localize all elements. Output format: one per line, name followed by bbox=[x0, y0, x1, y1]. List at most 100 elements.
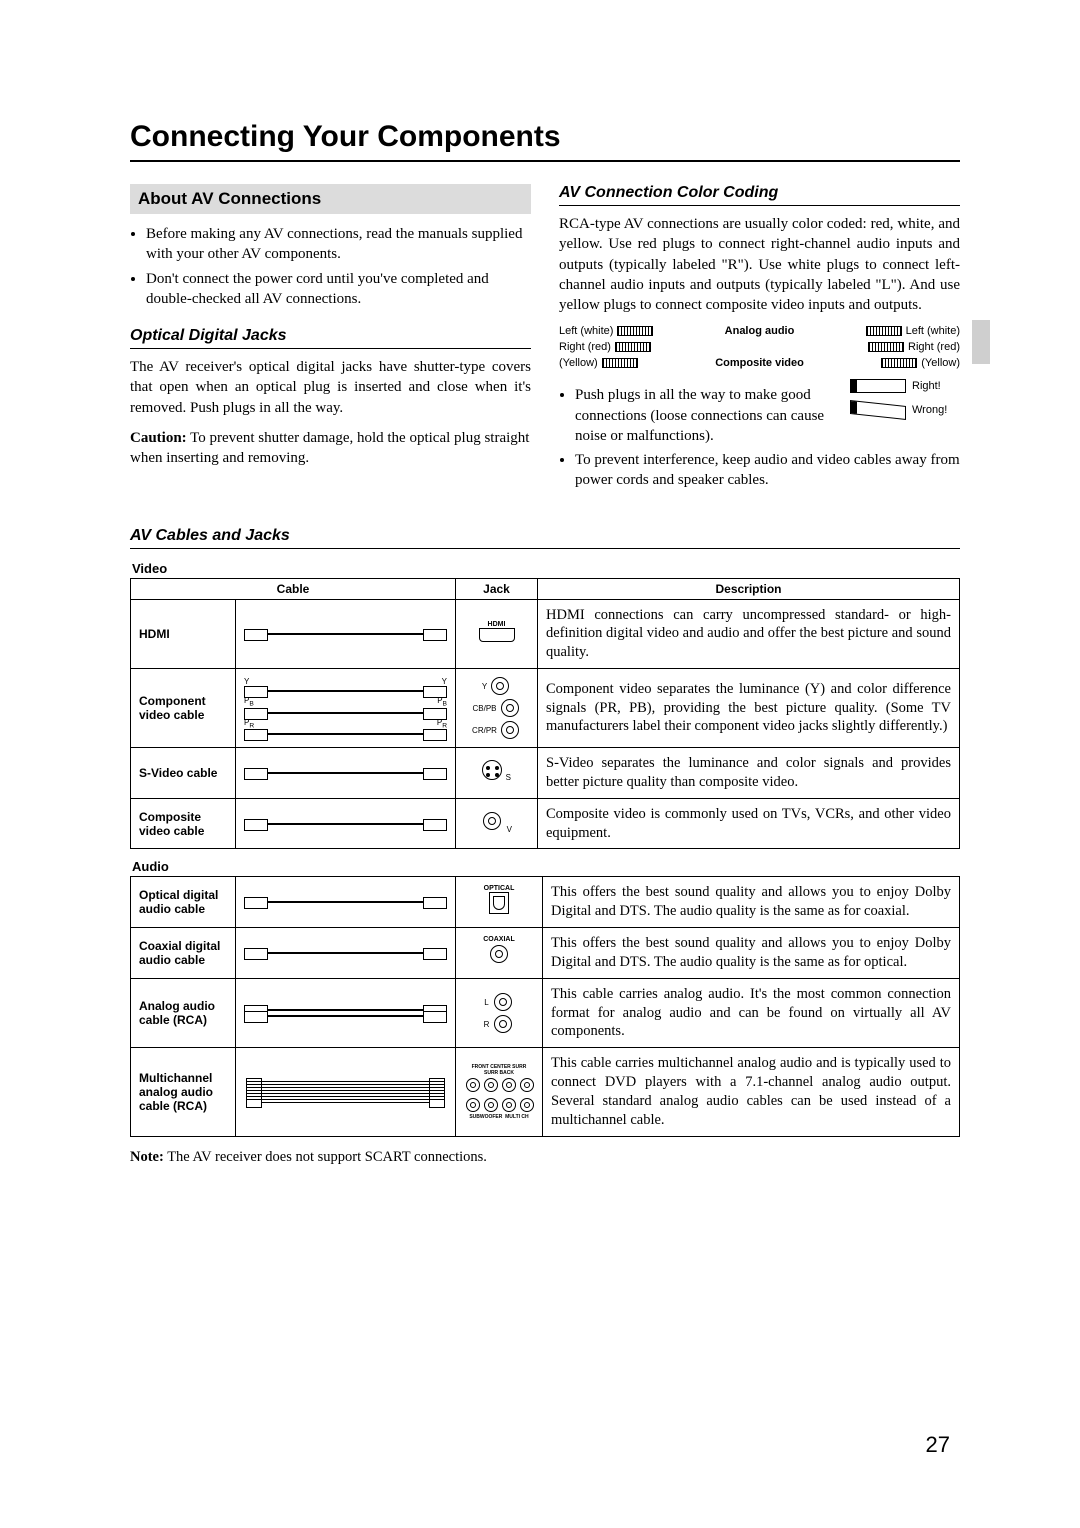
row-name: Multichannel analog audio cable (RCA) bbox=[131, 1048, 236, 1136]
plug-icon bbox=[617, 326, 653, 336]
plug-icon bbox=[881, 358, 917, 368]
colorcoding-bullet: To prevent interference, keep audio and … bbox=[575, 450, 960, 491]
about-bullets: Before making any AV connections, read t… bbox=[130, 224, 531, 309]
two-column-layout: About AV Connections Before making any A… bbox=[130, 184, 960, 501]
right-column: AV Connection Color Coding RCA-type AV c… bbox=[559, 184, 960, 501]
audio-table: Optical digital audio cable OPTICAL This… bbox=[130, 876, 960, 1136]
left-column: About AV Connections Before making any A… bbox=[130, 184, 531, 501]
table-row: Analog audio cable (RCA) L R This cable … bbox=[131, 978, 960, 1048]
table-row: Multichannel analog audio cable (RCA) FR… bbox=[131, 1048, 960, 1136]
page-content: Connecting Your Components About AV Conn… bbox=[0, 0, 1080, 1166]
caution-label: Caution: bbox=[130, 430, 187, 446]
diag-left-white: Left (white) bbox=[906, 325, 960, 337]
row-desc: HDMI connections can carry uncompressed … bbox=[538, 599, 960, 669]
cable-illustration bbox=[236, 599, 456, 669]
rca-jack-icon bbox=[491, 677, 509, 695]
cable-illustration bbox=[236, 798, 456, 849]
col-cable: Cable bbox=[131, 578, 456, 599]
plug-icon bbox=[866, 326, 902, 336]
table-row: Component video cable YY PBPB PRPR Y CB/… bbox=[131, 669, 960, 748]
optical-body: The AV receiver's optical digital jacks … bbox=[130, 357, 531, 418]
note-body: The AV receiver does not support SCART c… bbox=[164, 1149, 487, 1165]
table-row: Optical digital audio cable OPTICAL This… bbox=[131, 877, 960, 928]
colorcoding-diagram: Left (white) Analog audio Left (white) R… bbox=[559, 325, 960, 369]
table-header-row: Cable Jack Description bbox=[131, 578, 960, 599]
jack-illustration: S bbox=[456, 748, 538, 799]
row-desc: Composite video is commonly used on TVs,… bbox=[538, 798, 960, 849]
page-title: Connecting Your Components bbox=[130, 120, 960, 162]
multichannel-jacks-icon bbox=[464, 1076, 534, 1114]
diag-right-red: Right (red) bbox=[908, 341, 960, 353]
cable-illustration bbox=[236, 978, 456, 1048]
rca-jack-icon bbox=[501, 699, 519, 717]
jack-illustration: V bbox=[456, 798, 538, 849]
plug-icon bbox=[615, 342, 651, 352]
jack-illustration: Y CB/PB CR/PR bbox=[456, 669, 538, 748]
cable-illustration bbox=[236, 928, 456, 979]
rca-jack-icon bbox=[494, 993, 512, 1011]
optical-jack-icon bbox=[489, 892, 509, 914]
jack-illustration: HDMI bbox=[456, 599, 538, 669]
optical-heading: Optical Digital Jacks bbox=[130, 327, 531, 349]
row-name: S-Video cable bbox=[131, 748, 236, 799]
row-desc: This offers the best sound quality and a… bbox=[543, 928, 960, 979]
diag-composite-label: Composite video bbox=[642, 357, 878, 369]
row-desc: S-Video separates the luminance and colo… bbox=[538, 748, 960, 799]
row-name: Analog audio cable (RCA) bbox=[131, 978, 236, 1048]
row-desc: This cable carries multichannel analog a… bbox=[543, 1048, 960, 1136]
jack-illustration: FRONT CENTER SURR SURR BACK SUBWOOFER MU… bbox=[456, 1048, 543, 1136]
plug-icon bbox=[868, 342, 904, 352]
right-label: Right! bbox=[912, 380, 941, 392]
jack-illustration: OPTICAL bbox=[456, 877, 543, 928]
about-bullet: Don't connect the power cord until you'v… bbox=[146, 269, 531, 310]
diag-right-red: Right (red) bbox=[559, 341, 611, 353]
table-row: S-Video cable S S-Video separates the lu… bbox=[131, 748, 960, 799]
cable-illustration bbox=[236, 877, 456, 928]
row-desc: Component video separates the luminance … bbox=[538, 669, 960, 748]
tips-block: Right! Wrong! Push plugs in all the way … bbox=[559, 379, 960, 500]
diag-left-white: Left (white) bbox=[559, 325, 613, 337]
colorcoding-heading: AV Connection Color Coding bbox=[559, 184, 960, 206]
cables-heading: AV Cables and Jacks bbox=[130, 527, 960, 549]
row-desc: This cable carries analog audio. It's th… bbox=[543, 978, 960, 1048]
page-number: 27 bbox=[926, 1432, 950, 1458]
note-label: Note: bbox=[130, 1149, 164, 1165]
diag-analog-label: Analog audio bbox=[657, 325, 861, 337]
table-row: HDMI HDMI HDMI connections can carry unc… bbox=[131, 599, 960, 669]
diag-yellow: (Yellow) bbox=[559, 357, 598, 369]
row-desc: This offers the best sound quality and a… bbox=[543, 877, 960, 928]
video-table: Cable Jack Description HDMI HDMI HDMI co… bbox=[130, 578, 960, 850]
about-bullet: Before making any AV connections, read t… bbox=[146, 224, 531, 265]
row-name: Coaxial digital audio cable bbox=[131, 928, 236, 979]
right-wrong-diagram: Right! Wrong! bbox=[850, 379, 960, 427]
cable-illustration: YY PBPB PRPR bbox=[236, 669, 456, 748]
optical-caution: Caution: To prevent shutter damage, hold… bbox=[130, 428, 531, 469]
row-name: Component video cable bbox=[131, 669, 236, 748]
plug-icon bbox=[850, 379, 906, 393]
col-jack: Jack bbox=[456, 578, 538, 599]
table-row: Composite video cable V Composite video … bbox=[131, 798, 960, 849]
rca-jack-icon bbox=[483, 812, 501, 830]
cable-illustration bbox=[236, 1048, 456, 1136]
col-desc: Description bbox=[538, 578, 960, 599]
table-row: Coaxial digital audio cable COAXIAL This… bbox=[131, 928, 960, 979]
colorcoding-body: RCA-type AV connections are usually colo… bbox=[559, 214, 960, 315]
diag-yellow: (Yellow) bbox=[921, 357, 960, 369]
video-table-label: Video bbox=[132, 561, 960, 576]
rca-jack-icon bbox=[494, 1015, 512, 1033]
row-name: Composite video cable bbox=[131, 798, 236, 849]
hdmi-jack-icon bbox=[479, 628, 515, 642]
wrong-label: Wrong! bbox=[912, 404, 947, 416]
rca-jack-icon bbox=[501, 721, 519, 739]
jack-illustration: L R bbox=[456, 978, 543, 1048]
cable-illustration bbox=[236, 748, 456, 799]
note-line: Note: The AV receiver does not support S… bbox=[130, 1149, 960, 1166]
about-heading: About AV Connections bbox=[130, 184, 531, 214]
plug-icon bbox=[602, 358, 638, 368]
audio-table-label: Audio bbox=[132, 859, 960, 874]
caution-body: To prevent shutter damage, hold the opti… bbox=[130, 430, 529, 466]
side-tab bbox=[972, 320, 990, 364]
rca-jack-icon bbox=[490, 945, 508, 963]
svideo-jack-icon bbox=[482, 760, 502, 780]
jack-illustration: COAXIAL bbox=[456, 928, 543, 979]
